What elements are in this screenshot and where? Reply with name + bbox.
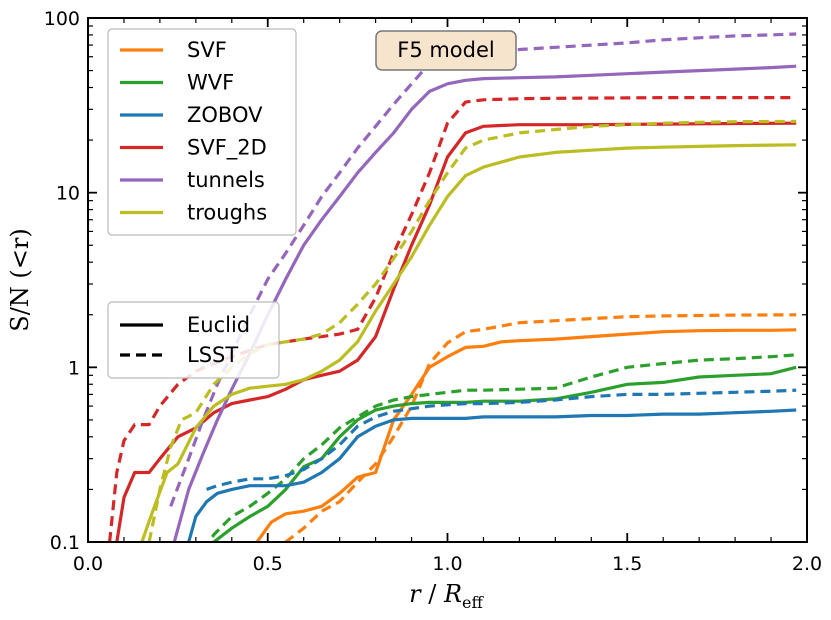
- series-line-zobov-euclid: [187, 408, 797, 542]
- legend-label: SVF_2D: [187, 136, 267, 161]
- legend-styles: Euclid LSST: [107, 301, 280, 379]
- series-line-troughs-lsst: [147, 119, 797, 542]
- x-label-sep: /: [421, 580, 444, 608]
- legend-label: WVF: [187, 71, 234, 95]
- y-tick-label: 0.1: [50, 532, 80, 554]
- x-tick-label: 1.0: [432, 553, 462, 575]
- series-line-zobov-lsst: [206, 388, 797, 491]
- y-tick-label: 10: [56, 183, 80, 205]
- x-label-R: R: [443, 580, 462, 608]
- legend-frame: [107, 28, 297, 236]
- series-line-wvf-euclid: [209, 365, 797, 542]
- series-line-svf-2d-lsst: [108, 95, 797, 542]
- annotation-text: F5 model: [397, 38, 495, 62]
- legend-style-label: LSST: [187, 343, 238, 367]
- series-line-svf-euclid: [254, 328, 797, 542]
- y-tick-label: 1: [68, 357, 80, 379]
- annotation-box: [375, 30, 517, 71]
- legend-style-label: Euclid: [187, 313, 250, 337]
- x-tick-label: 1.5: [612, 553, 642, 575]
- x-label-sub: eff: [462, 593, 484, 612]
- x-tick-label: 0.0: [73, 553, 103, 575]
- model-annotation: F5 model: [375, 30, 517, 71]
- x-tick-label: 0.5: [253, 553, 283, 575]
- legend-label: ZOBOV: [187, 103, 263, 127]
- series-line-svf-lsst: [283, 313, 797, 542]
- y-tick-label: 100: [44, 8, 80, 30]
- legend-label: tunnels: [187, 168, 265, 192]
- y-axis-label: S/N (<r): [6, 228, 34, 331]
- legend-label: SVF: [187, 38, 227, 62]
- series-line-wvf-lsst: [206, 353, 797, 542]
- series-line-troughs-euclid: [140, 143, 797, 542]
- plot-frame: [87, 17, 808, 543]
- legend-style-frame: [107, 301, 280, 379]
- x-tick-label: 2.0: [792, 553, 822, 575]
- x-label-r: r: [409, 580, 422, 608]
- x-axis-label: r / Reff: [409, 580, 484, 612]
- legend-label: troughs: [187, 201, 267, 225]
